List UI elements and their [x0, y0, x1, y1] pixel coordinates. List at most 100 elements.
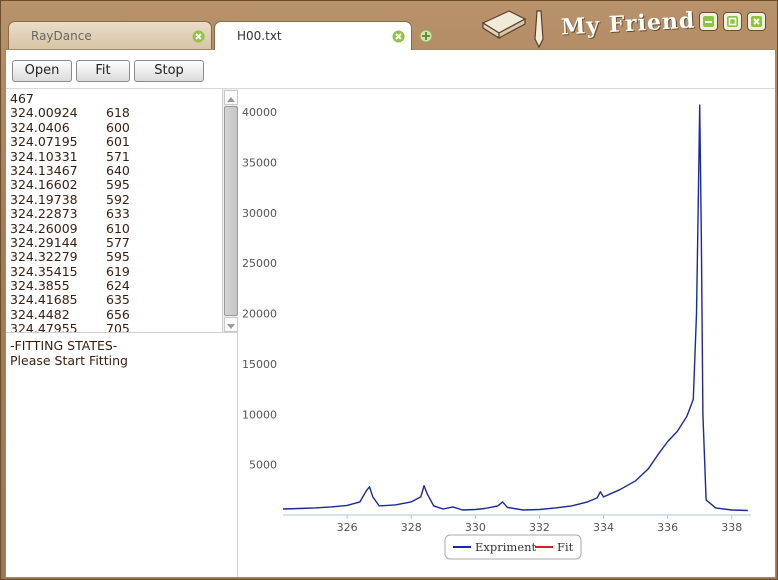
list-item[interactable]: 324.41685 635	[10, 292, 130, 308]
intensity-value: 618	[106, 105, 130, 121]
wavelength-value: 324.3855	[10, 278, 70, 294]
stop-button[interactable]: Stop	[134, 60, 204, 82]
intensity-value: 601	[106, 134, 130, 150]
sketch-decoration-icon	[481, 10, 544, 49]
maximize-icon	[727, 16, 738, 27]
main-panel: Open Fit Stop 467 324.00924 618 324.0406 60…	[5, 49, 776, 578]
wavelength-value: 324.47955	[10, 321, 78, 333]
minimize-icon	[703, 16, 714, 27]
wavelength-value: 324.22873	[10, 206, 78, 222]
y-tick-label: 30000	[242, 207, 277, 220]
scroll-thumb[interactable]	[224, 106, 238, 316]
tab-label: H00.txt	[237, 29, 282, 43]
list-item[interactable]: 324.19738 592	[10, 191, 130, 207]
vertical-scrollbar[interactable]	[222, 89, 238, 332]
list-item[interactable]: 324.0406 600	[10, 119, 130, 135]
x-tick-label: 336	[657, 521, 678, 534]
y-tick-label: 35000	[242, 156, 277, 169]
chart-svg: 5000 10000 15000 20000 25000 30000 35000 40000 3…	[242, 104, 751, 560]
list-item[interactable]: 324.10331 571	[10, 148, 130, 164]
fitting-status-header: -FITTING STATES-	[10, 338, 118, 353]
close-tab-icon[interactable]	[392, 30, 405, 43]
wavelength-value: 324.00924	[10, 105, 78, 121]
list-item[interactable]: 324.35415 619	[10, 263, 130, 279]
scroll-down-button[interactable]	[224, 317, 238, 332]
x-tick-label: 332	[529, 521, 550, 534]
intensity-value: 592	[106, 191, 130, 207]
intensity-value: 640	[106, 162, 130, 178]
data-list[interactable]: 467 324.00924 618 324.0406 600 324.07195 601 3…	[6, 89, 238, 333]
intensity-value: 633	[106, 206, 130, 222]
spectrum-chart: 5000 10000 15000 20000 25000 30000 35000 40000 3…	[239, 89, 775, 577]
y-tick-label: 15000	[242, 358, 277, 371]
arrow-up-icon	[227, 97, 235, 102]
x-tick-label: 326	[337, 521, 358, 534]
wavelength-value: 324.29144	[10, 234, 78, 250]
chart-legend	[444, 534, 582, 560]
intensity-value: 656	[106, 306, 130, 322]
list-item[interactable]: 324.4482 656	[10, 306, 130, 322]
intensity-value: 610	[106, 220, 130, 236]
intensity-value: 577	[106, 234, 130, 250]
intensity-value: 571	[106, 148, 130, 164]
legend-label: Expriment	[475, 540, 537, 554]
fit-button[interactable]: Fit	[76, 60, 130, 82]
wavelength-value: 324.41685	[10, 292, 78, 308]
intensity-value: 600	[106, 119, 130, 135]
toolbar-divider	[6, 88, 775, 89]
list-item[interactable]: 324.07195 601	[10, 134, 130, 150]
close-window-button[interactable]	[747, 12, 766, 31]
intensity-value: 595	[106, 249, 130, 265]
scroll-up-button[interactable]	[224, 90, 238, 105]
tab-raydance[interactable]: RayDance	[8, 21, 212, 49]
x-tick-label: 338	[721, 521, 742, 534]
tab-h00-txt[interactable]: H00.txt	[214, 21, 412, 50]
list-item[interactable]: 324.47955 705	[10, 321, 130, 333]
data-rows: 467 324.00924 618 324.0406 600 324.07195 601 3…	[10, 91, 130, 333]
open-button[interactable]: Open	[12, 60, 72, 82]
list-item[interactable]: 324.16602 595	[10, 177, 130, 193]
close-tab-icon[interactable]	[192, 30, 205, 43]
wavelength-value: 324.07195	[10, 134, 78, 150]
add-tab-icon[interactable]	[419, 29, 433, 43]
list-item[interactable]: 324.22873 633	[10, 206, 130, 222]
list-item[interactable]: 324.3855 624	[10, 278, 130, 294]
x-tick-label: 330	[465, 521, 486, 534]
wavelength-value: 324.10331	[10, 148, 78, 164]
wavelength-value: 324.4482	[10, 306, 70, 322]
wavelength-value: 324.19738	[10, 191, 78, 207]
wavelength-value: 324.13467	[10, 162, 78, 178]
series-line-expriment	[282, 104, 748, 512]
intensity-value: 705	[106, 321, 130, 333]
wavelength-value: 324.35415	[10, 263, 78, 279]
maximize-button[interactable]	[723, 12, 742, 31]
list-item[interactable]: 324.26009 610	[10, 220, 130, 236]
intensity-value: 595	[106, 177, 130, 193]
brand-logo: My Friend	[560, 7, 696, 41]
tab-label: RayDance	[31, 29, 92, 43]
x-tick-label: 334	[593, 521, 614, 534]
list-item[interactable]: 324.00924 618	[10, 105, 130, 121]
y-tick-label: 25000	[242, 257, 277, 270]
intensity-value: 624	[106, 278, 130, 294]
fitting-status-message: Please Start Fitting	[10, 352, 128, 368]
wavelength-value: 324.16602	[10, 177, 78, 193]
arrow-down-icon	[227, 324, 235, 329]
wavelength-value: 324.32279	[10, 249, 78, 265]
wavelength-value: 324.0406	[10, 119, 70, 135]
x-tick-label: 328	[401, 521, 422, 534]
close-icon	[751, 16, 762, 27]
list-item[interactable]: 324.32279 595	[10, 249, 130, 265]
intensity-value: 619	[106, 263, 130, 279]
minimize-button[interactable]	[699, 12, 718, 31]
y-tick-label: 5000	[249, 459, 277, 472]
left-pane: 467 324.00924 618 324.0406 600 324.07195 601 3…	[6, 89, 238, 577]
intensity-value: 635	[106, 292, 130, 308]
legend-label: Fit	[557, 540, 574, 554]
wavelength-value: 324.26009	[10, 220, 78, 236]
fitting-status-panel: -FITTING STATES- Please Start Fitting	[10, 338, 128, 368]
list-item[interactable]: 324.29144 577	[10, 234, 130, 250]
list-item[interactable]: 324.13467 640	[10, 162, 130, 178]
y-tick-label: 20000	[242, 308, 277, 321]
